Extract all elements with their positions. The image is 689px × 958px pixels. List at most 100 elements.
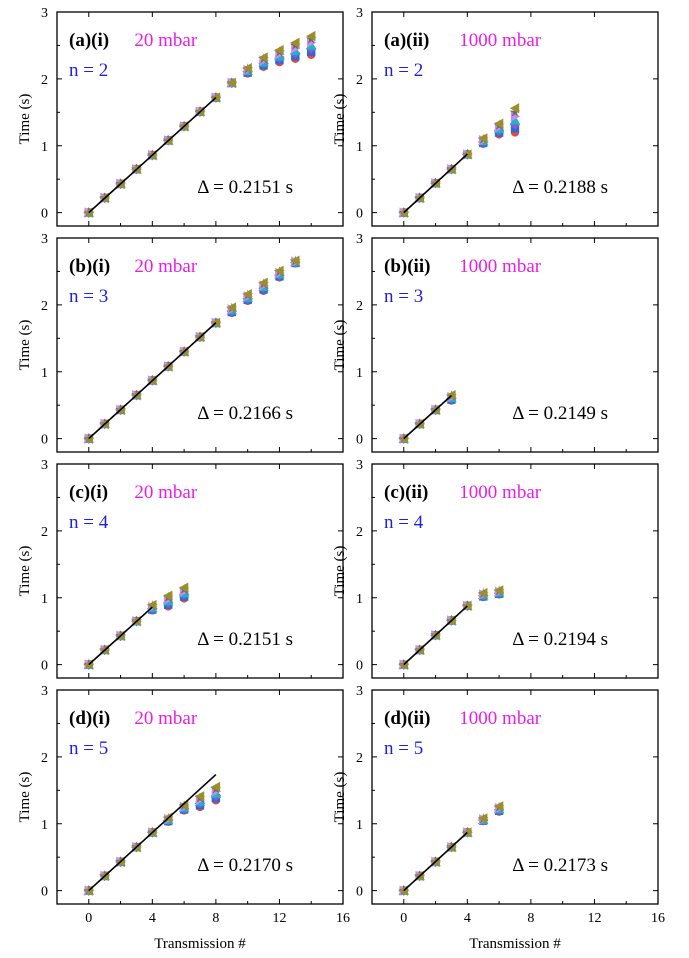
delta-label: Δ = 0.2149 s bbox=[512, 403, 608, 424]
x-tick-label: 8 bbox=[527, 911, 534, 926]
y-tick-label: 3 bbox=[356, 458, 363, 473]
x-tick-label: 4 bbox=[464, 911, 471, 926]
data-point bbox=[226, 302, 236, 313]
y-tick-label: 1 bbox=[356, 140, 363, 155]
delta-label: Δ = 0.2151 s bbox=[197, 177, 293, 198]
panel-cii: 0 1 2 3 Time (s) (c)(ii) 1000 mbar n = 4 Δ = 0.2… bbox=[332, 458, 659, 679]
data-point bbox=[226, 77, 236, 89]
panel-label: (c)(i) bbox=[69, 482, 108, 503]
y-tick-label: 2 bbox=[356, 299, 363, 314]
y-axis-title: Time (s) bbox=[17, 772, 33, 823]
delta-label: Δ = 0.2151 s bbox=[197, 629, 293, 650]
data-point bbox=[493, 585, 504, 596]
y-tick-label: 1 bbox=[356, 592, 363, 607]
panel-label: (b)(ii) bbox=[384, 256, 430, 277]
panel-ci: 0 1 2 3 Time (s) (c)(i) 20 mbar n = 4 Δ = 0.2151… bbox=[17, 458, 344, 679]
data-point bbox=[178, 582, 189, 593]
data-point bbox=[242, 288, 252, 300]
panel-bi: 0 1 2 3 Time (s) (b)(i) 20 mbar n = 3 Δ = 0.2166… bbox=[17, 232, 344, 453]
y-tick-label: 0 bbox=[356, 659, 363, 674]
y-tick-label: 0 bbox=[356, 885, 363, 900]
data-point bbox=[242, 62, 252, 74]
pressure-label: 1000 mbar bbox=[459, 708, 541, 729]
n-label: n = 5 bbox=[384, 738, 423, 759]
y-tick-label: 2 bbox=[41, 73, 48, 88]
y-tick-label: 3 bbox=[41, 232, 48, 247]
panel-label: (d)(i) bbox=[69, 708, 110, 729]
fit-line bbox=[403, 394, 452, 440]
x-tick-label: 16 bbox=[651, 911, 665, 926]
y-tick-label: 3 bbox=[356, 684, 363, 699]
y-axis-title: Time (s) bbox=[17, 94, 33, 145]
data-point bbox=[194, 791, 205, 802]
y-tick-label: 0 bbox=[356, 433, 363, 448]
n-label: n = 2 bbox=[384, 60, 423, 81]
panel-label: (a)(ii) bbox=[384, 30, 429, 51]
data-point bbox=[478, 813, 488, 824]
data-point bbox=[258, 52, 268, 63]
data-point bbox=[509, 106, 521, 117]
data-point bbox=[290, 37, 300, 48]
y-axis-title: Time (s) bbox=[17, 320, 33, 371]
plot-frame bbox=[371, 689, 659, 905]
x-tick-label: 12 bbox=[587, 911, 601, 926]
y-tick-label: 2 bbox=[41, 751, 48, 766]
y-tick-label: 1 bbox=[41, 366, 48, 381]
data-point bbox=[274, 265, 284, 276]
x-tick-label: 0 bbox=[85, 911, 92, 926]
delta-label: Δ = 0.2166 s bbox=[197, 403, 293, 424]
panel-label: (d)(ii) bbox=[384, 708, 430, 729]
panel-label: (b)(i) bbox=[69, 256, 110, 277]
n-label: n = 4 bbox=[69, 512, 109, 533]
y-tick-label: 2 bbox=[356, 73, 363, 88]
y-tick-label: 3 bbox=[41, 684, 48, 699]
plot-frame bbox=[56, 689, 344, 905]
pressure-label: 20 mbar bbox=[134, 256, 197, 277]
y-tick-label: 2 bbox=[356, 751, 363, 766]
plot-frame bbox=[371, 463, 659, 679]
x-tick-label: 8 bbox=[212, 911, 219, 926]
data-point bbox=[147, 599, 157, 611]
plot-frame bbox=[56, 11, 344, 227]
x-tick-label: 16 bbox=[336, 911, 350, 926]
fit-line bbox=[88, 773, 217, 892]
data-point bbox=[306, 30, 316, 42]
y-tick-label: 2 bbox=[41, 299, 48, 314]
y-tick-label: 0 bbox=[41, 207, 48, 222]
fit-line bbox=[88, 96, 217, 214]
data-point bbox=[493, 801, 504, 812]
pressure-label: 20 mbar bbox=[134, 708, 197, 729]
data-point bbox=[478, 133, 488, 144]
plot-frame bbox=[56, 463, 344, 679]
x-tick-label: 12 bbox=[272, 911, 286, 926]
data-point bbox=[509, 103, 520, 114]
panel-bii: 0 1 2 3 Time (s) (b)(ii) 1000 mbar n = 3 Δ = 0.2… bbox=[332, 232, 659, 453]
y-axis-title: Time (s) bbox=[332, 94, 348, 145]
delta-label: Δ = 0.2194 s bbox=[512, 629, 608, 650]
n-label: n = 2 bbox=[69, 60, 108, 81]
plot-frame bbox=[56, 237, 344, 453]
y-tick-label: 3 bbox=[41, 458, 48, 473]
fit-line bbox=[403, 153, 468, 214]
y-tick-label: 1 bbox=[41, 592, 48, 607]
data-point bbox=[493, 118, 504, 129]
y-tick-label: 1 bbox=[41, 818, 48, 833]
fit-line bbox=[403, 605, 468, 666]
n-label: n = 4 bbox=[384, 512, 424, 533]
data-point bbox=[509, 115, 521, 125]
n-label: n = 3 bbox=[384, 286, 423, 307]
y-tick-label: 1 bbox=[356, 818, 363, 833]
panel-aii: 0 1 2 3 Time (s) (a)(ii) 1000 mbar n = 2 Δ = 0.2… bbox=[332, 6, 659, 227]
pressure-label: 20 mbar bbox=[134, 482, 197, 503]
y-axis-title: Time (s) bbox=[332, 772, 348, 823]
data-point bbox=[258, 277, 268, 289]
pressure-label: 1000 mbar bbox=[459, 482, 541, 503]
y-tick-label: 0 bbox=[356, 207, 363, 222]
y-tick-label: 1 bbox=[356, 366, 363, 381]
data-point bbox=[290, 255, 300, 266]
y-tick-label: 1 bbox=[41, 140, 48, 155]
fit-line bbox=[88, 322, 217, 440]
plot-frame bbox=[371, 11, 659, 227]
